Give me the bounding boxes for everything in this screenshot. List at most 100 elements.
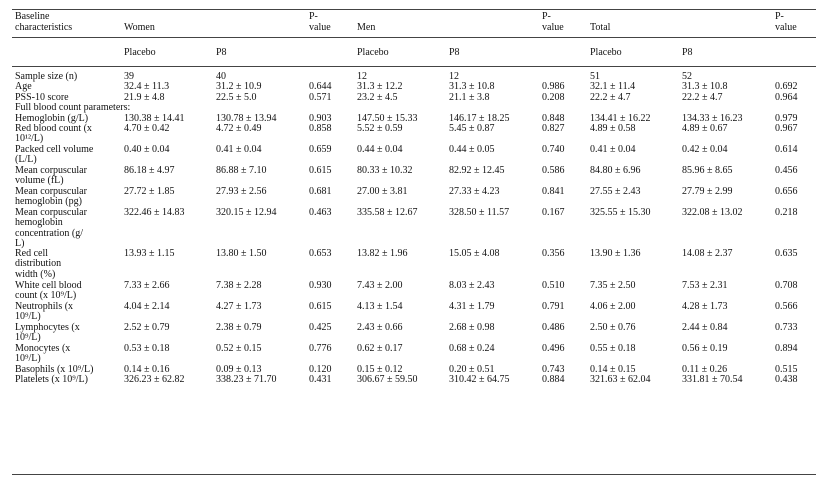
cell-women-placebo: 27.72 ± 1.85 bbox=[124, 186, 175, 197]
cell-women-placebo: 21.9 ± 4.8 bbox=[124, 91, 165, 103]
cell-women-p8: 40 bbox=[216, 71, 226, 82]
cell-total-p8: 322.08 ± 13.02 bbox=[682, 207, 743, 218]
subheader-women-placebo: Placebo bbox=[124, 47, 156, 58]
cell-men-pvalue: 0.986 bbox=[542, 81, 565, 93]
table-top-rule bbox=[12, 9, 816, 10]
cell-men-p8: 328.50 ± 11.57 bbox=[449, 207, 510, 218]
cell-men-pvalue: 0.827 bbox=[542, 123, 565, 134]
header-total: Total bbox=[590, 22, 611, 33]
row-label-line: Monocytes (x bbox=[15, 342, 71, 354]
cell-men-placebo: 306.67 ± 59.50 bbox=[357, 373, 418, 385]
cell-men-p8: 5.45 ± 0.87 bbox=[449, 123, 495, 134]
header-women: Women bbox=[124, 22, 155, 33]
header-women-pvalue-line2: value bbox=[309, 22, 331, 33]
cell-women-pvalue: 0.120 bbox=[309, 363, 332, 375]
cell-women-p8: 27.93 ± 2.56 bbox=[216, 186, 267, 197]
cell-women-p8: 7.38 ± 2.28 bbox=[216, 279, 262, 291]
cell-women-p8: 4.27 ± 1.73 bbox=[216, 300, 262, 312]
cell-total-placebo: 27.55 ± 2.43 bbox=[590, 186, 641, 197]
cell-men-placebo: 147.50 ± 15.33 bbox=[357, 112, 418, 124]
cell-women-pvalue: 0.930 bbox=[309, 279, 332, 291]
cell-total-pvalue: 0.979 bbox=[775, 112, 798, 124]
cell-total-p8: 0.42 ± 0.04 bbox=[682, 144, 728, 155]
cell-women-pvalue: 0.681 bbox=[309, 186, 332, 197]
cell-women-placebo: 322.46 ± 14.83 bbox=[124, 207, 185, 218]
row-label-line: Hemoglobin (g/L) bbox=[15, 112, 89, 124]
row-label-line: Mean corpuscular bbox=[15, 165, 87, 176]
cell-men-pvalue: 0.740 bbox=[542, 144, 565, 155]
cell-women-pvalue: 0.659 bbox=[309, 144, 332, 155]
cell-total-placebo: 321.63 ± 62.04 bbox=[590, 373, 651, 385]
cell-total-placebo: 13.90 ± 1.36 bbox=[590, 248, 641, 259]
cell-women-p8: 86.88 ± 7.10 bbox=[216, 165, 267, 176]
row-label-line: 10¹²/L) bbox=[15, 133, 44, 145]
cell-women-placebo: 86.18 ± 4.97 bbox=[124, 165, 175, 176]
table-bottom-rule bbox=[12, 474, 816, 475]
cell-women-pvalue: 0.776 bbox=[309, 342, 332, 354]
cell-total-p8: 4.28 ± 1.73 bbox=[682, 300, 728, 312]
cell-total-placebo: 4.89 ± 0.58 bbox=[590, 123, 636, 134]
row-label-line: hemoglobin bbox=[15, 217, 63, 229]
cell-total-placebo: 0.55 ± 0.18 bbox=[590, 342, 636, 354]
cell-total-pvalue: 0.733 bbox=[775, 321, 798, 333]
cell-men-p8: 2.68 ± 0.98 bbox=[449, 321, 495, 333]
cell-total-pvalue: 0.218 bbox=[775, 207, 798, 218]
cell-men-p8: 31.3 ± 10.8 bbox=[449, 81, 495, 93]
cell-total-placebo: 32.1 ± 11.4 bbox=[590, 81, 636, 93]
cell-total-p8: 4.89 ± 0.67 bbox=[682, 123, 728, 134]
cell-total-placebo: 134.41 ± 16.22 bbox=[590, 112, 651, 124]
cell-men-pvalue: 0.848 bbox=[542, 112, 565, 124]
cell-total-placebo: 0.14 ± 0.15 bbox=[590, 363, 636, 375]
subheader-total-placebo: Placebo bbox=[590, 47, 622, 58]
cell-men-placebo: 2.43 ± 0.66 bbox=[357, 321, 403, 333]
cell-women-placebo: 0.14 ± 0.16 bbox=[124, 363, 170, 375]
cell-total-pvalue: 0.708 bbox=[775, 279, 798, 291]
cell-men-placebo: 5.52 ± 0.59 bbox=[357, 123, 403, 134]
cell-women-p8: 13.80 ± 1.50 bbox=[216, 248, 267, 259]
cell-men-placebo: 335.58 ± 12.67 bbox=[357, 207, 418, 218]
header-women-pvalue-line1: P- bbox=[309, 11, 318, 22]
cell-total-pvalue: 0.438 bbox=[775, 373, 798, 385]
cell-men-placebo: 80.33 ± 10.32 bbox=[357, 165, 413, 176]
cell-total-p8: 2.44 ± 0.84 bbox=[682, 321, 728, 333]
cell-total-placebo: 325.55 ± 15.30 bbox=[590, 207, 651, 218]
cell-men-pvalue: 0.743 bbox=[542, 363, 565, 375]
cell-men-placebo: 23.2 ± 4.5 bbox=[357, 91, 398, 103]
cell-women-p8: 338.23 ± 71.70 bbox=[216, 373, 277, 385]
row-label-line: hemoglobin (pg) bbox=[15, 196, 82, 208]
baseline-characteristics-table: Baseline characteristics Women P- value … bbox=[12, 9, 816, 475]
cell-women-p8: 4.72 ± 0.49 bbox=[216, 123, 262, 134]
cell-total-pvalue: 0.456 bbox=[775, 165, 798, 176]
cell-women-p8: 0.52 ± 0.15 bbox=[216, 342, 262, 354]
cell-women-placebo: 130.38 ± 14.41 bbox=[124, 112, 185, 124]
cell-men-placebo: 0.44 ± 0.04 bbox=[357, 144, 403, 155]
cell-total-pvalue: 0.894 bbox=[775, 342, 798, 354]
subheader-total-p8: P8 bbox=[682, 47, 693, 58]
row-label-line: Red cell bbox=[15, 248, 49, 259]
cell-total-placebo: 4.06 ± 2.00 bbox=[590, 300, 636, 312]
row-label-line: 10⁹/L) bbox=[15, 310, 41, 322]
row-label-line: White cell blood bbox=[15, 279, 82, 291]
cell-men-placebo: 4.13 ± 1.54 bbox=[357, 300, 403, 312]
row-label-line: Lymphocytes (x bbox=[15, 321, 80, 333]
cell-total-p8: 85.96 ± 8.65 bbox=[682, 165, 733, 176]
cell-men-placebo: 13.82 ± 1.96 bbox=[357, 248, 408, 259]
cell-women-placebo: 13.93 ± 1.15 bbox=[124, 248, 175, 259]
header-men-pvalue-line1: P- bbox=[542, 11, 551, 22]
cell-men-pvalue: 0.208 bbox=[542, 91, 565, 103]
header-characteristic-line2: characteristics bbox=[15, 22, 73, 33]
row-label-line: concentration (g/ bbox=[15, 227, 84, 239]
row-label-line: Full blood count parameters: bbox=[15, 102, 131, 114]
cell-women-pvalue: 0.431 bbox=[309, 373, 332, 385]
cell-men-placebo: 31.3 ± 12.2 bbox=[357, 81, 403, 93]
cell-men-p8: 146.17 ± 18.25 bbox=[449, 112, 510, 124]
cell-total-pvalue: 0.566 bbox=[775, 300, 798, 312]
cell-men-p8: 0.68 ± 0.24 bbox=[449, 342, 495, 354]
cell-total-p8: 7.53 ± 2.31 bbox=[682, 279, 728, 291]
cell-women-pvalue: 0.903 bbox=[309, 112, 332, 124]
cell-men-placebo: 0.62 ± 0.17 bbox=[357, 342, 403, 354]
cell-women-p8: 22.5 ± 5.0 bbox=[216, 91, 257, 103]
cell-men-pvalue: 0.510 bbox=[542, 279, 565, 291]
cell-men-pvalue: 0.586 bbox=[542, 165, 565, 176]
cell-total-p8: 14.08 ± 2.37 bbox=[682, 248, 733, 259]
